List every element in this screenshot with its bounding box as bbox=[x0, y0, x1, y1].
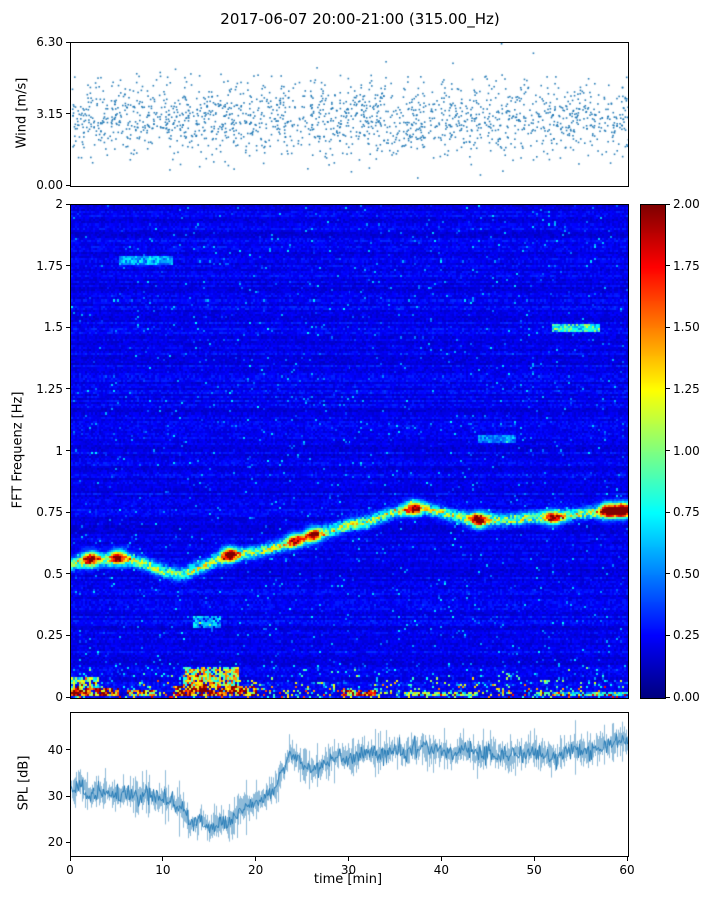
y-tick-mark bbox=[666, 326, 670, 328]
y-tick-label: 1.25 bbox=[36, 381, 63, 396]
y-tick-label: 0.25 bbox=[673, 628, 700, 643]
x-axis-label: time [min] bbox=[313, 872, 383, 887]
wind-scatter-plot bbox=[70, 42, 629, 187]
y-tick-label: 1.00 bbox=[673, 443, 700, 458]
y-tick-mark bbox=[66, 795, 70, 797]
x-tick-mark bbox=[162, 857, 164, 861]
x-tick-label: 30 bbox=[340, 863, 357, 877]
x-tick-mark bbox=[626, 857, 628, 861]
y-tick-mark bbox=[66, 450, 70, 451]
y-tick-label: 2.00 bbox=[673, 197, 700, 211]
y-tick-label: 0.00 bbox=[36, 178, 63, 192]
x-tick-mark bbox=[348, 857, 349, 861]
spectrogram-canvas bbox=[71, 205, 628, 698]
y-tick-mark bbox=[66, 696, 70, 698]
y-tick-label: 1.75 bbox=[36, 258, 63, 273]
y-tick-label: 0.50 bbox=[673, 566, 700, 581]
y-tick-label: 20 bbox=[47, 835, 63, 850]
spl-line-canvas bbox=[71, 713, 628, 856]
y-tick-mark bbox=[666, 450, 670, 451]
y-tick-mark bbox=[66, 203, 70, 205]
y-tick-label: 1.25 bbox=[673, 381, 700, 396]
y-tick-label: 1.50 bbox=[673, 320, 700, 335]
y-tick-label: 40 bbox=[47, 742, 63, 757]
y-tick-mark bbox=[666, 696, 670, 698]
x-tick-label: 50 bbox=[526, 863, 542, 877]
y-tick-label: 6.30 bbox=[36, 35, 63, 49]
colorbar-canvas bbox=[641, 205, 665, 698]
y-tick-label: 0.75 bbox=[673, 505, 700, 520]
y-tick-mark bbox=[66, 749, 70, 751]
y-tick-label: 1 bbox=[55, 443, 63, 458]
y-tick-mark bbox=[666, 634, 670, 636]
wind-scatter-canvas bbox=[71, 43, 628, 186]
y-tick-mark bbox=[666, 573, 670, 575]
x-tick-mark bbox=[255, 857, 257, 861]
y-tick-label: 0.25 bbox=[36, 628, 63, 643]
x-tick-mark bbox=[69, 857, 71, 861]
figure-title: 2017-06-07 20:00-21:00 (315.00_Hz) bbox=[220, 10, 500, 28]
y-tick-mark bbox=[66, 265, 70, 267]
wind-y-axis-label: Wind [m/s] bbox=[14, 77, 30, 149]
y-tick-mark bbox=[66, 326, 70, 328]
colorbar bbox=[640, 204, 666, 699]
x-tick-label: 10 bbox=[155, 863, 171, 877]
y-tick-label: 1.5 bbox=[43, 320, 63, 335]
y-tick-mark bbox=[66, 841, 70, 843]
y-tick-label: 30 bbox=[47, 789, 63, 804]
y-tick-mark bbox=[66, 388, 70, 390]
y-tick-label: 0.75 bbox=[36, 505, 63, 520]
y-tick-mark bbox=[666, 511, 670, 513]
x-tick-label: 20 bbox=[248, 863, 264, 877]
y-tick-label: 3.15 bbox=[36, 106, 63, 121]
y-tick-label: 1.75 bbox=[673, 258, 700, 273]
y-tick-mark bbox=[66, 573, 70, 575]
y-tick-mark bbox=[66, 113, 70, 114]
x-tick-label: 60 bbox=[619, 863, 635, 877]
y-tick-label: 0.5 bbox=[43, 566, 63, 581]
x-tick-mark bbox=[440, 857, 442, 861]
y-tick-mark bbox=[666, 203, 670, 205]
y-tick-mark bbox=[66, 634, 70, 636]
x-tick-label: 40 bbox=[433, 863, 449, 877]
spl-y-axis-label: SPL [dB] bbox=[16, 755, 32, 811]
fft-y-axis-label: FFT Frequenz [Hz] bbox=[10, 391, 26, 509]
y-tick-label: 2 bbox=[55, 197, 63, 211]
y-tick-mark bbox=[666, 388, 670, 390]
spl-line-plot bbox=[70, 712, 629, 857]
y-tick-label: 0 bbox=[55, 690, 63, 704]
y-tick-mark bbox=[66, 184, 70, 186]
x-tick-label: 0 bbox=[66, 863, 74, 877]
spectrogram-plot bbox=[70, 204, 629, 699]
x-tick-mark bbox=[533, 857, 535, 861]
y-tick-mark bbox=[666, 265, 670, 267]
y-tick-mark bbox=[66, 41, 70, 43]
y-tick-mark bbox=[66, 511, 70, 513]
y-tick-label: 0.00 bbox=[673, 690, 700, 704]
